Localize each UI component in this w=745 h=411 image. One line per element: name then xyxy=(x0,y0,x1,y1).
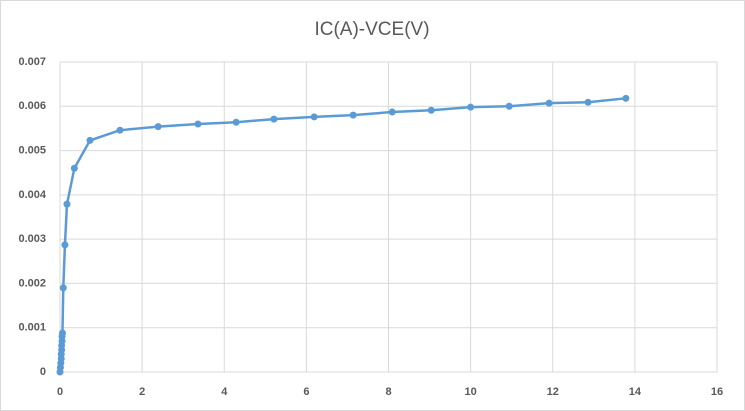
x-tick-label: 4 xyxy=(221,386,228,398)
y-tick-label: 0.006 xyxy=(18,100,46,112)
data-point xyxy=(349,111,357,119)
x-tick-label: 12 xyxy=(547,386,559,398)
y-tick-label: 0.002 xyxy=(18,277,46,289)
x-tick-label: 16 xyxy=(711,386,723,398)
x-tick-label: 8 xyxy=(385,386,391,398)
data-point xyxy=(86,136,94,144)
y-tick-label: 0 xyxy=(40,366,46,378)
data-point xyxy=(427,106,435,114)
x-tick-label: 10 xyxy=(465,386,477,398)
data-point xyxy=(310,113,318,121)
data-point xyxy=(545,99,553,107)
x-tick-label: 2 xyxy=(139,386,145,398)
x-tick-label: 0 xyxy=(57,386,63,398)
data-point xyxy=(70,164,78,172)
data-point xyxy=(58,329,66,337)
y-tick-label: 0.003 xyxy=(18,233,46,245)
data-point xyxy=(270,115,278,123)
data-point xyxy=(59,284,67,292)
data-point xyxy=(232,118,240,126)
y-tick-label: 0.005 xyxy=(18,144,46,156)
x-tick-label: 14 xyxy=(629,386,642,398)
y-tick-label: 0.007 xyxy=(18,56,46,68)
data-point xyxy=(467,103,475,111)
data-point xyxy=(63,200,71,208)
y-tick-label: 0.001 xyxy=(18,322,46,334)
data-point xyxy=(505,102,513,110)
data-point xyxy=(388,108,396,116)
chart-title: IC(A)-VCE(V) xyxy=(314,19,429,40)
data-point xyxy=(154,123,162,131)
data-point xyxy=(584,98,592,106)
data-point xyxy=(116,126,124,134)
x-tick-label: 6 xyxy=(303,386,309,398)
data-point xyxy=(194,120,202,128)
data-point xyxy=(622,94,630,102)
data-point xyxy=(61,241,69,249)
y-tick-label: 0.004 xyxy=(18,189,46,201)
